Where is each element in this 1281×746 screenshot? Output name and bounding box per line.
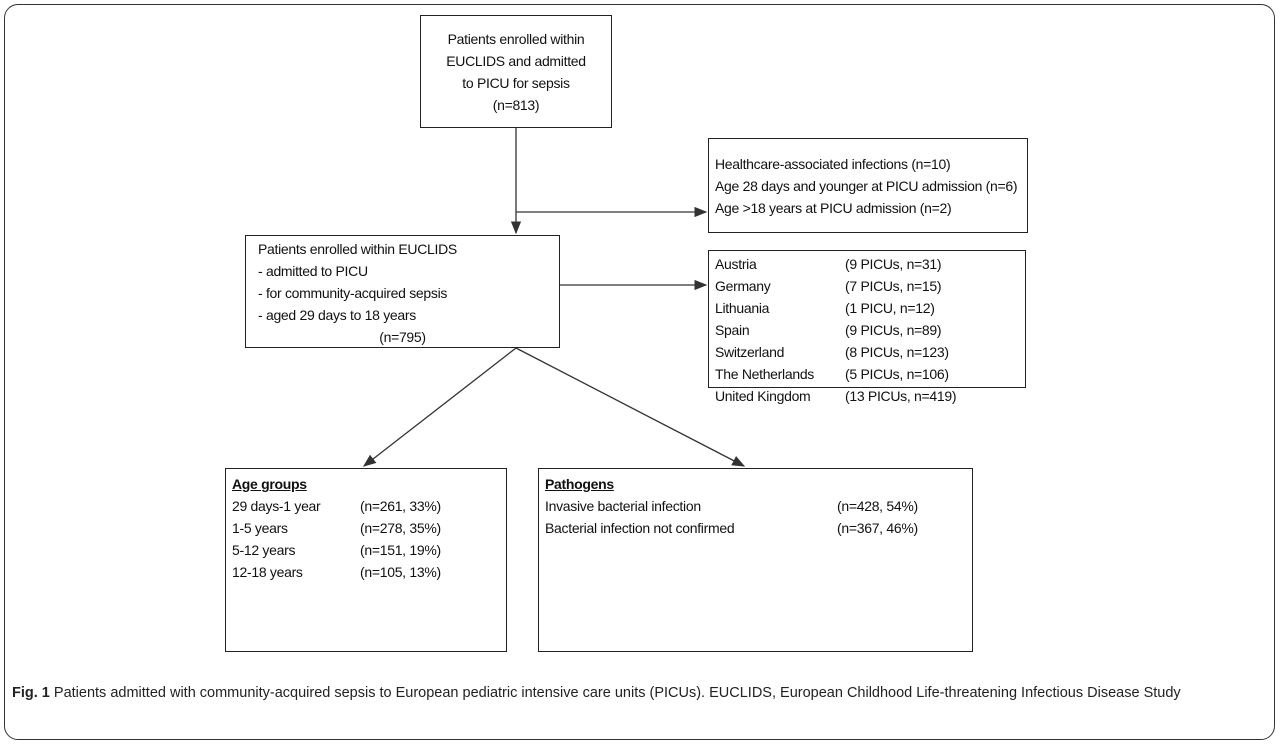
row: 12-18 years (n=105, 13%) xyxy=(232,561,506,583)
row: The Netherlands (5 PICUs, n=106) xyxy=(715,363,1025,385)
row-label: Switzerland xyxy=(715,344,785,360)
row-value: (5 PICUs, n=106) xyxy=(845,366,949,382)
row: Invasive bacterial infection (n=428, 54%) xyxy=(545,495,972,517)
box-line: Age >18 years at PICU admission (n=2) xyxy=(715,200,952,216)
row-value: (1 PICU, n=12) xyxy=(845,300,935,316)
row-value: (n=428, 54%) xyxy=(837,498,918,514)
caption: Fig. 1 Patients admitted with community-… xyxy=(12,682,1267,705)
row-label: Lithuania xyxy=(715,300,770,316)
box-line: EUCLIDS and admitted xyxy=(446,53,586,69)
row: Switzerland (8 PICUs, n=123) xyxy=(715,341,1025,363)
row-value: (n=151, 19%) xyxy=(360,542,441,558)
box-line: Healthcare-associated infections (n=10) xyxy=(715,156,951,172)
caption-text: Patients admitted with community-acquire… xyxy=(53,685,1181,701)
row: Bacterial infection not confirmed (n=367,… xyxy=(545,517,972,539)
age-groups-box: Age groups 29 days-1 year (n=261, 33%) 1-5 … xyxy=(225,468,507,652)
row-label: Austria xyxy=(715,256,757,272)
box-line: - admitted to PICU xyxy=(258,263,368,279)
box-line: Patients enrolled within EUCLIDS xyxy=(258,241,457,257)
row-label: Bacterial infection not confirmed xyxy=(545,520,735,536)
row: United Kingdom (13 PICUs, n=419) xyxy=(715,385,1025,407)
row-value: (n=367, 46%) xyxy=(837,520,918,536)
row-value: (n=105, 13%) xyxy=(360,564,441,580)
row-value: (8 PICUs, n=123) xyxy=(845,344,949,360)
row-label: 12-18 years xyxy=(232,564,303,580)
row-label: Invasive bacterial infection xyxy=(545,498,701,514)
row: 29 days-1 year (n=261, 33%) xyxy=(232,495,506,517)
box-line: - for community-acquired sepsis xyxy=(258,285,448,301)
box-line: to PICU for sepsis xyxy=(462,75,570,91)
exclusion-box: Healthcare-associated infections (n=10) A… xyxy=(708,138,1028,233)
row-label: Spain xyxy=(715,322,750,338)
row-value: (n=261, 33%) xyxy=(360,498,441,514)
row-label: The Netherlands xyxy=(715,366,815,382)
arrow xyxy=(362,347,517,467)
row-label: 1-5 years xyxy=(232,520,288,536)
row: Germany (7 PICUs, n=15) xyxy=(715,275,1025,297)
row-value: (13 PICUs, n=419) xyxy=(845,388,957,404)
row: 1-5 years (n=278, 35%) xyxy=(232,517,506,539)
row: 5-12 years (n=151, 19%) xyxy=(232,539,506,561)
box-line: Age 28 days and younger at PICU admissio… xyxy=(715,178,1018,194)
caption-label: Fig. 1 xyxy=(12,685,50,701)
enrolled-box: Patients enrolled within EUCLIDS and admi… xyxy=(420,15,612,128)
row-value: (n=278, 35%) xyxy=(360,520,441,536)
box-line: - aged 29 days to 18 years xyxy=(258,307,416,323)
pathogens-box: Pathogens Invasive bacterial infection (n=… xyxy=(538,468,973,652)
box-title: Age groups xyxy=(232,476,307,492)
row: Austria (9 PICUs, n=31) xyxy=(715,253,1025,275)
arrow xyxy=(515,347,746,467)
row-label: 29 days-1 year xyxy=(232,498,321,514)
row: Spain (9 PICUs, n=89) xyxy=(715,319,1025,341)
row-value: (7 PICUs, n=15) xyxy=(845,278,942,294)
row-value: (9 PICUs, n=89) xyxy=(845,322,942,338)
box-line: (n=813) xyxy=(492,97,540,113)
row: Lithuania (1 PICU, n=12) xyxy=(715,297,1025,319)
box-title: Pathogens xyxy=(545,476,614,492)
row-label: United Kingdom xyxy=(715,388,811,404)
row-value: (9 PICUs, n=31) xyxy=(845,256,942,272)
row-label: Germany xyxy=(715,278,771,294)
box-line: Patients enrolled within xyxy=(447,31,585,47)
row-label: 5-12 years xyxy=(232,542,296,558)
countries-box: Austria (9 PICUs, n=31) Germany (7 PICUs, n… xyxy=(708,250,1026,404)
box-line: (n=795) xyxy=(379,329,426,345)
included-box: Patients enrolled within EUCLIDS - admitt… xyxy=(245,235,560,348)
frame xyxy=(4,4,1275,740)
